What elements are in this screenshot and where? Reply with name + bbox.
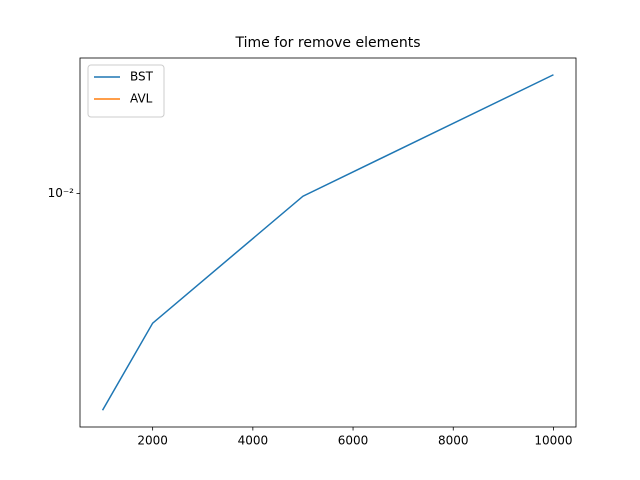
line-series bbox=[101, 74, 554, 411]
legend-box bbox=[87, 64, 165, 118]
x-tick-label: 2000 bbox=[137, 434, 168, 448]
x-tick-label: 6000 bbox=[338, 434, 369, 448]
plot-frame bbox=[79, 57, 577, 428]
x-tick-label: 10000 bbox=[534, 434, 572, 448]
chart-title: Time for remove elements bbox=[234, 35, 420, 51]
legend-label: AVL bbox=[130, 92, 153, 106]
legend-label: BST bbox=[130, 70, 154, 84]
x-tick-label: 4000 bbox=[238, 434, 269, 448]
x-tick-label: 8000 bbox=[438, 434, 469, 448]
y-tick-label: 10⁻² bbox=[48, 186, 75, 200]
